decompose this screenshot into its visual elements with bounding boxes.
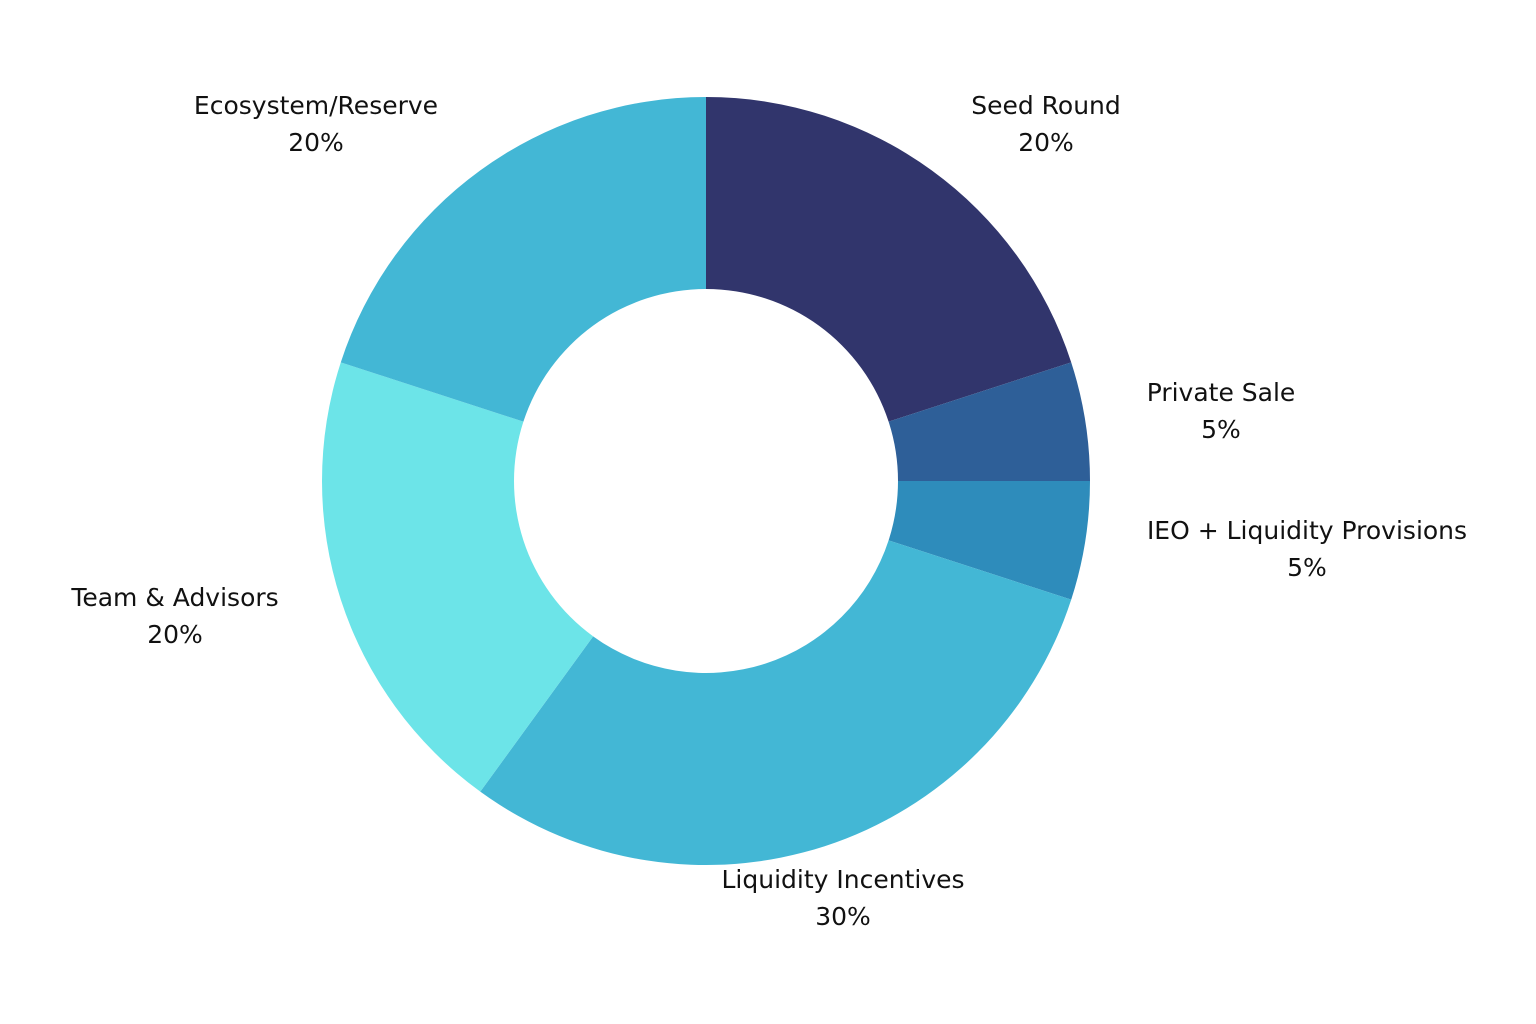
labels-layer: Seed Round 20%Private Sale 5%IEO + Liquidi… xyxy=(70,91,1467,931)
slice-ecosystem-reserve xyxy=(340,97,706,422)
slice-name: Private Sale xyxy=(1147,378,1296,407)
slice-name: Liquidity Incentives xyxy=(721,865,964,894)
slice-ieo-liquidity-provisions xyxy=(888,481,1090,600)
slice-name: Team & Advisors xyxy=(70,583,278,612)
slice-label-private-sale: Private Sale 5% xyxy=(1147,378,1296,444)
slice-private-sale xyxy=(888,362,1090,481)
slice-name: Seed Round xyxy=(971,91,1121,120)
slice-label-ecosystem-reserve: Ecosystem/Reserve 20% xyxy=(194,91,438,157)
slice-label-liquidity-incentives: Liquidity Incentives 30% xyxy=(721,865,964,931)
slice-team-advisors xyxy=(322,362,594,792)
slices-layer xyxy=(322,97,1090,865)
slice-label-team-advisors: Team & Advisors 20% xyxy=(70,583,278,649)
slice-liquidity-incentives xyxy=(480,540,1072,865)
slice-name: IEO + Liquidity Provisions xyxy=(1147,516,1467,545)
slice-value: 30% xyxy=(815,902,871,931)
slice-value: 5% xyxy=(1287,553,1327,582)
slice-value: 5% xyxy=(1201,415,1241,444)
slice-seed-round xyxy=(706,97,1072,422)
slice-label-seed-round: Seed Round 20% xyxy=(971,91,1121,157)
slice-value: 20% xyxy=(147,620,203,649)
slice-name: Ecosystem/Reserve xyxy=(194,91,438,120)
slice-label-ieo-liquidity-provisions: IEO + Liquidity Provisions 5% xyxy=(1147,516,1467,582)
slice-value: 20% xyxy=(1018,128,1074,157)
slice-value: 20% xyxy=(288,128,344,157)
